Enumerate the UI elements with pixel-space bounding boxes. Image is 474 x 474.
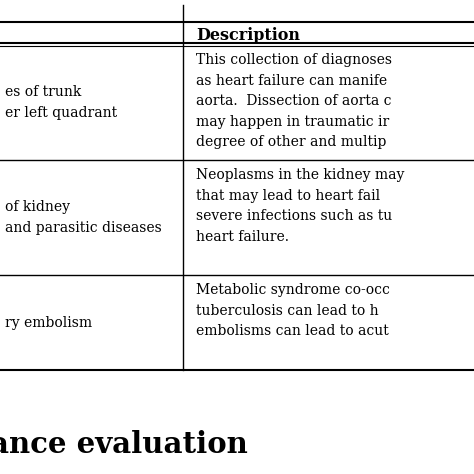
Text: ry embolism: ry embolism <box>5 316 92 329</box>
Text: This collection of diagnoses
as heart failure can manife
aorta.  Dissection of a: This collection of diagnoses as heart fa… <box>196 53 392 149</box>
Text: Metabolic syndrome co-occ
tuberculosis can lead to h
embolisms can lead to acut: Metabolic syndrome co-occ tuberculosis c… <box>196 283 390 338</box>
Text: ance evaluation: ance evaluation <box>0 430 248 459</box>
Text: es of trunk
er left quadrant: es of trunk er left quadrant <box>5 85 117 120</box>
Text: Neoplasms in the kidney may
that may lead to heart fail
severe infections such a: Neoplasms in the kidney may that may lea… <box>196 168 404 244</box>
Text: of kidney
and parasitic diseases: of kidney and parasitic diseases <box>5 200 162 235</box>
Text: Description: Description <box>196 27 300 44</box>
